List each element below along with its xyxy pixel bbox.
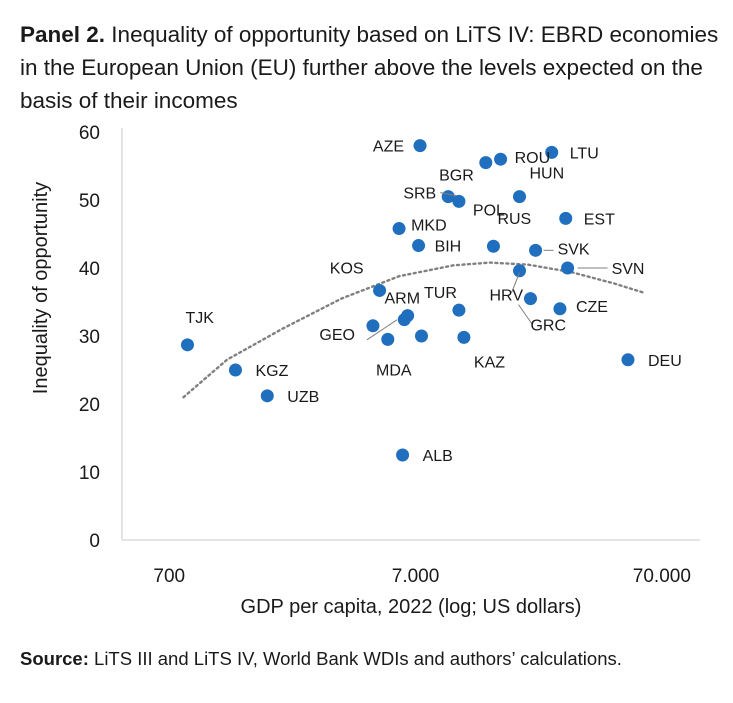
- point-label-kos: KOS: [330, 260, 364, 277]
- point-label-srb: SRB: [403, 186, 436, 203]
- axes: 0 10 20 30 40 50 60 700 7.000 70.000: [79, 123, 700, 587]
- point-label-mkd: MKD: [411, 218, 447, 235]
- point-label-uzb: UZB: [287, 389, 319, 406]
- point-label-tjk: TJK: [185, 310, 214, 327]
- y-tick-label: 10: [79, 463, 100, 484]
- data-point-mda: [381, 332, 395, 346]
- y-tick-label: 20: [79, 395, 100, 416]
- point-label-ltu: LTU: [570, 145, 599, 162]
- point-label-mda: MDA: [376, 362, 412, 379]
- point-label-tur: TUR: [424, 285, 457, 302]
- source-text: LiTS III and LiTS IV, World Bank WDIs an…: [88, 648, 622, 669]
- y-tick-label: 0: [89, 531, 100, 552]
- labels-layer: AZE ROU LTU BGR HUN SRB POL EST MKD BIH RUS SVK SVN K…: [185, 139, 681, 465]
- y-axis-label: Inequality of opportunity: [30, 182, 52, 394]
- data-point-grc: [523, 292, 537, 306]
- data-point-rus: [486, 239, 500, 253]
- point-label-rou: ROU: [515, 150, 551, 167]
- leader-line-grc: [518, 304, 533, 325]
- trend-layer: [182, 261, 647, 399]
- y-tick-label: 50: [79, 191, 100, 212]
- data-point-cze: [553, 302, 567, 316]
- source-label: Source:: [20, 648, 89, 669]
- point-label-svk: SVK: [558, 241, 590, 258]
- leader-line-srb: [440, 192, 457, 197]
- y-tick-label: 40: [79, 259, 100, 280]
- leader-line-hrv: [511, 272, 520, 293]
- point-label-bih: BIH: [435, 239, 462, 256]
- data-point-ltu: [545, 145, 559, 159]
- point-label-aze: AZE: [373, 139, 404, 156]
- data-point-rou: [494, 152, 508, 166]
- point-label-rus: RUS: [497, 211, 531, 228]
- point-label-grc: GRC: [530, 318, 566, 335]
- y-tick-label: 60: [79, 123, 100, 144]
- data-point-svk: [529, 243, 543, 257]
- trend-line: [182, 261, 647, 399]
- data-point-tur: [452, 303, 466, 317]
- data-point: [414, 329, 428, 343]
- data-point-bih: [412, 239, 426, 253]
- point-label-kaz: KAZ: [474, 354, 505, 371]
- leader-line-geo: [366, 319, 398, 341]
- scatter-chart: 0 10 20 30 40 50 60 700 7.000 70.000 AZE ROU LTU BGR…: [30, 123, 700, 618]
- panel-label: Panel 2.: [20, 22, 106, 47]
- data-point-geo: [366, 319, 380, 333]
- source-note: Source: LiTS III and LiTS IV, World Bank…: [20, 646, 720, 672]
- data-point-bgr: [479, 156, 493, 170]
- data-point-deu: [621, 353, 635, 367]
- data-point-est: [559, 211, 573, 225]
- data-point-kgz: [228, 363, 242, 377]
- chart-title: Panel 2. Inequality of opportunity based…: [20, 18, 720, 117]
- data-point-svn: [561, 261, 575, 275]
- data-point-kos: [373, 283, 387, 297]
- point-label-bgr: BGR: [439, 168, 474, 185]
- data-point-uzb: [260, 389, 274, 403]
- point-label-arm: ARM: [385, 291, 421, 308]
- point-label-cze: CZE: [576, 299, 608, 316]
- x-tick-label: 7.000: [392, 566, 440, 587]
- point-label-pol: POL: [473, 202, 505, 219]
- x-tick-label: 700: [153, 566, 185, 587]
- x-axis-label: GDP per capita, 2022 (log; US dollars): [241, 596, 582, 618]
- x-tick-label: 70.000: [633, 566, 691, 587]
- point-label-svn: SVN: [612, 261, 645, 278]
- point-label-geo: GEO: [319, 327, 355, 344]
- y-tick-label: 30: [79, 327, 100, 348]
- point-label-deu: DEU: [648, 353, 682, 370]
- data-point-tjk: [180, 338, 194, 352]
- point-label-alb: ALB: [423, 448, 453, 465]
- data-point-alb: [396, 448, 410, 462]
- data-point: [401, 309, 415, 323]
- panel-title-text: Inequality of opportunity based on LiTS …: [20, 22, 719, 113]
- data-point-hrv: [513, 264, 527, 278]
- point-label-hrv: HRV: [490, 288, 524, 305]
- data-point-aze: [413, 139, 427, 153]
- point-label-est: EST: [584, 211, 615, 228]
- data-point-kaz: [457, 330, 471, 344]
- point-label-hun: HUN: [530, 166, 565, 183]
- data-point-hun: [513, 190, 527, 204]
- data-point-pol: [452, 194, 466, 208]
- data-point-mkd: [392, 222, 406, 236]
- point-label-kgz: KGZ: [255, 363, 288, 380]
